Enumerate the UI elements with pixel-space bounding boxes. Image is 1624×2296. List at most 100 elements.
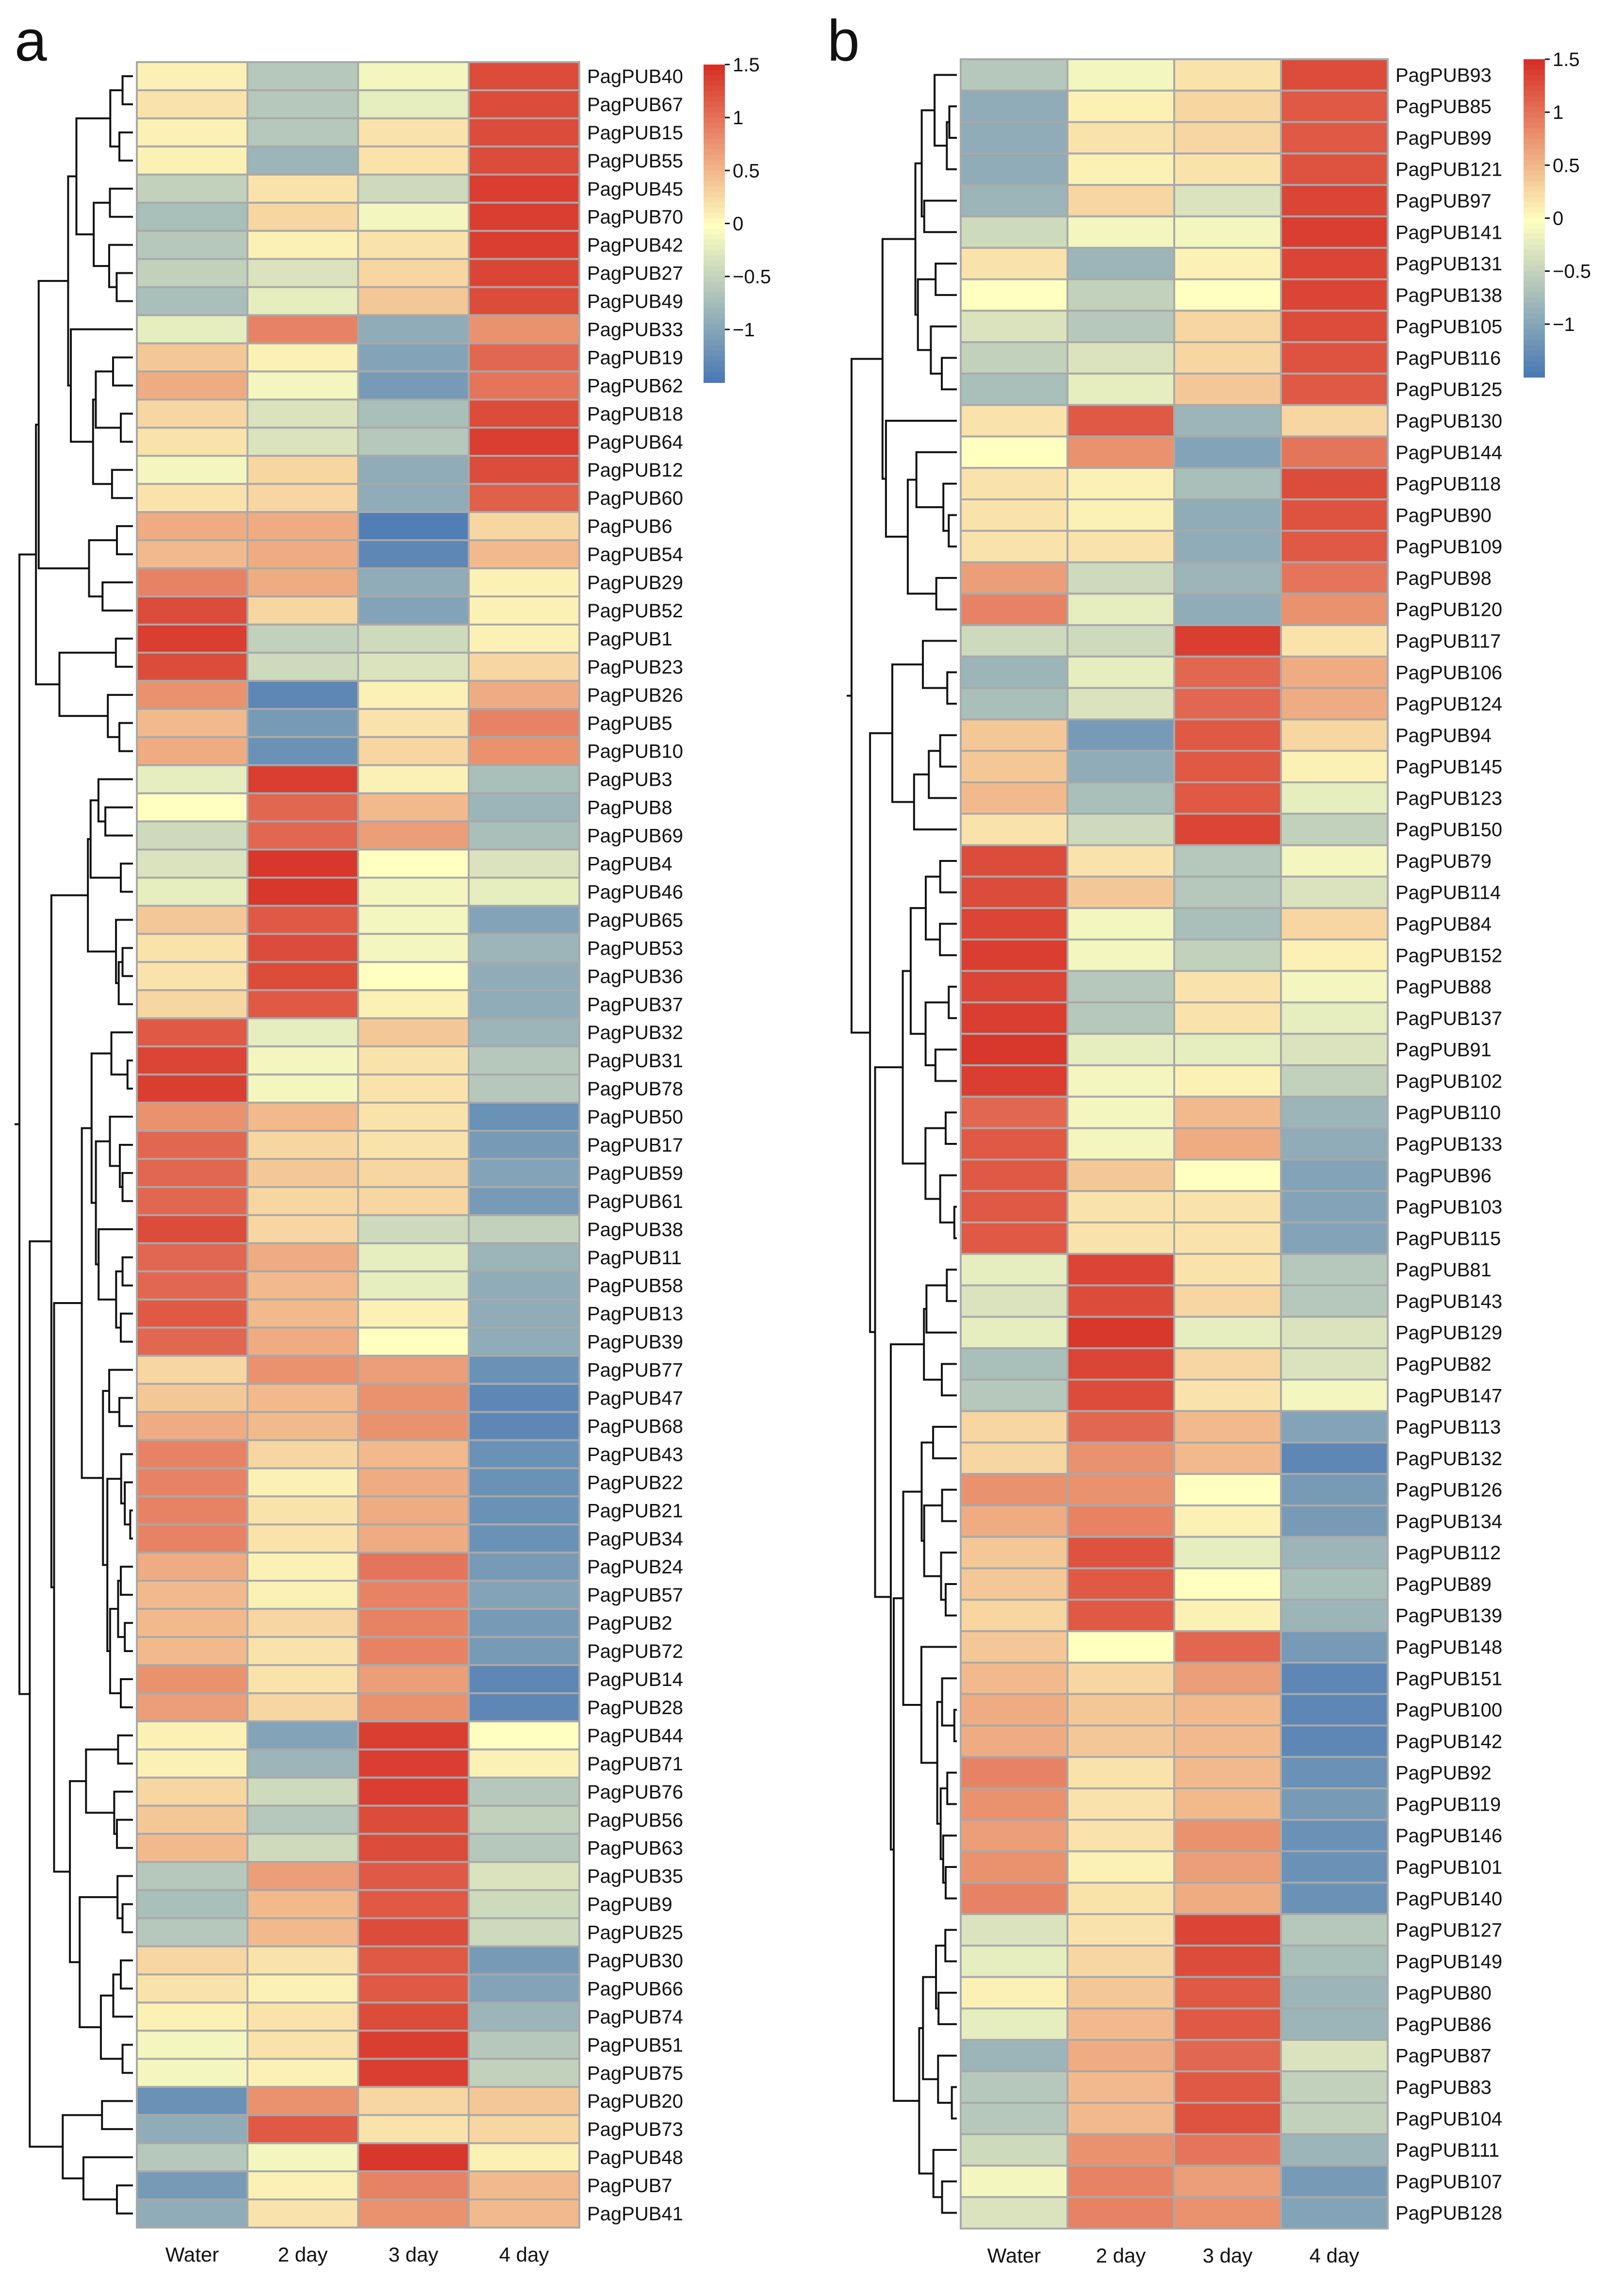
heatmap-cell [960, 718, 1068, 752]
heatmap-cell [960, 812, 1068, 846]
legend-gradient-step [1524, 112, 1545, 118]
row-label: PagPUB90 [1395, 505, 1492, 526]
dendrogram-branch [115, 1818, 133, 1849]
heatmap-cell [1280, 58, 1389, 92]
row-label: PagPUB144 [1395, 442, 1502, 463]
row-label: PagPUB149 [1395, 1951, 1502, 1972]
heatmap-cell [1066, 1504, 1175, 1538]
legend-gradient-step [704, 245, 725, 251]
heatmap-cell [136, 1973, 248, 2004]
heatmap-cell [136, 511, 248, 542]
legend-gradient-step [704, 96, 725, 102]
legend-gradient-step [1524, 250, 1545, 256]
heatmap-cell [357, 961, 470, 991]
heatmap-cell [246, 483, 359, 513]
heatmap-cell [468, 145, 580, 176]
legend-tick-label: 0.5 [733, 160, 760, 182]
heatmap-cell [1173, 1001, 1282, 1035]
heatmap-cell [357, 314, 470, 345]
legend-gradient-step [704, 366, 725, 373]
heatmap-cell [136, 1354, 248, 1385]
heatmap-cell [1066, 372, 1175, 406]
heatmap-cell [1280, 1190, 1389, 1223]
heatmap-cell [1280, 970, 1389, 1004]
heatmap-cell [1066, 121, 1175, 155]
heatmap-cell [1173, 781, 1282, 815]
heatmap-cell [246, 961, 359, 991]
legend-gradient-step [704, 234, 725, 240]
dendrogram-branch [69, 1780, 86, 1964]
row-label: PagPUB104 [1395, 2108, 1502, 2130]
row-label: PagPUB131 [1395, 253, 1502, 275]
heatmap-cell [246, 1411, 359, 1441]
dendrogram-branch [902, 970, 926, 1165]
row-label: PagPUB5 [587, 713, 673, 734]
heatmap-cell [357, 2170, 470, 2201]
row-label: PagPUB8 [587, 797, 673, 819]
dendrogram-branch [120, 1678, 133, 1708]
legend-gradient-step [1524, 255, 1545, 261]
heatmap-cell [1173, 278, 1282, 312]
heatmap-cell [1066, 89, 1175, 123]
heatmap-cell [246, 1523, 359, 1554]
heatmap-cell [1173, 2196, 1282, 2230]
row-label: PagPUB67 [587, 94, 683, 116]
heatmap-cell [357, 2058, 470, 2088]
dendrogram-branch [930, 325, 957, 375]
heatmap-cell [960, 1378, 1068, 1412]
legend-gradient-step [1524, 271, 1545, 277]
heatmap-cell [960, 750, 1068, 784]
dendrogram-branch [102, 1390, 110, 1566]
row-label: PagPUB52 [587, 600, 683, 622]
heatmap-cell [246, 1973, 359, 2004]
heatmap-cell [136, 1889, 248, 1919]
row-label: PagPUB79 [1395, 851, 1492, 872]
heatmap-cell [246, 455, 359, 485]
legend-gradient-step [1524, 176, 1545, 182]
heatmap-cell [468, 1861, 580, 1891]
heatmap-cell [1066, 1850, 1175, 1884]
heatmap-cell [1066, 152, 1175, 186]
legend-gradient-step [1524, 107, 1545, 113]
legend-gradient-step [704, 297, 725, 304]
dendrogram-branch [53, 1302, 82, 1873]
dendrogram-branch [946, 671, 957, 705]
heatmap-cell [1280, 938, 1389, 972]
row-label: PagPUB82 [1395, 1354, 1492, 1375]
row-label: PagPUB112 [1395, 1542, 1501, 1564]
heatmap-cell [468, 427, 580, 457]
row-label: PagPUB63 [587, 1838, 683, 1859]
legend-gradient-step [1524, 154, 1545, 161]
heatmap-cell [1066, 1316, 1175, 1350]
heatmap-cell [1066, 1127, 1175, 1161]
heatmap-cell [357, 1973, 470, 2004]
heatmap-cell [136, 2001, 248, 2032]
legend-gradient-step [1524, 281, 1545, 288]
dendrogram-branch [928, 750, 957, 799]
dendrogram-branch [939, 1787, 948, 1860]
legend-gradient-step [1524, 165, 1545, 171]
heatmap-cell [960, 2007, 1068, 2041]
heatmap-cell [468, 370, 580, 401]
dendrogram-branch [107, 694, 133, 738]
heatmap-cell [1066, 938, 1175, 972]
dendrogram-branch [935, 577, 957, 611]
dendrogram-branch [120, 413, 133, 443]
dendrogram-branch [121, 1172, 133, 1202]
legend-tick-label: 1.5 [733, 54, 760, 76]
heatmap-cell [246, 1298, 359, 1329]
heatmap-cell [960, 1724, 1068, 1758]
heatmap-cell [1280, 907, 1389, 941]
legend-gradient-step [704, 75, 725, 81]
heatmap-cell [960, 970, 1068, 1004]
heatmap-cell [960, 1787, 1068, 1821]
heatmap-cell [468, 848, 580, 879]
dendrogram-branch [124, 1622, 133, 1652]
heatmap-cell [468, 258, 580, 288]
heatmap-cell [1173, 152, 1282, 186]
heatmap-cell [1280, 1630, 1389, 1664]
row-label: PagPUB75 [587, 2063, 683, 2084]
row-label: PagPUB134 [1395, 1511, 1502, 1532]
heatmap-cell [1066, 1630, 1175, 1664]
heatmap-cell [357, 708, 470, 738]
